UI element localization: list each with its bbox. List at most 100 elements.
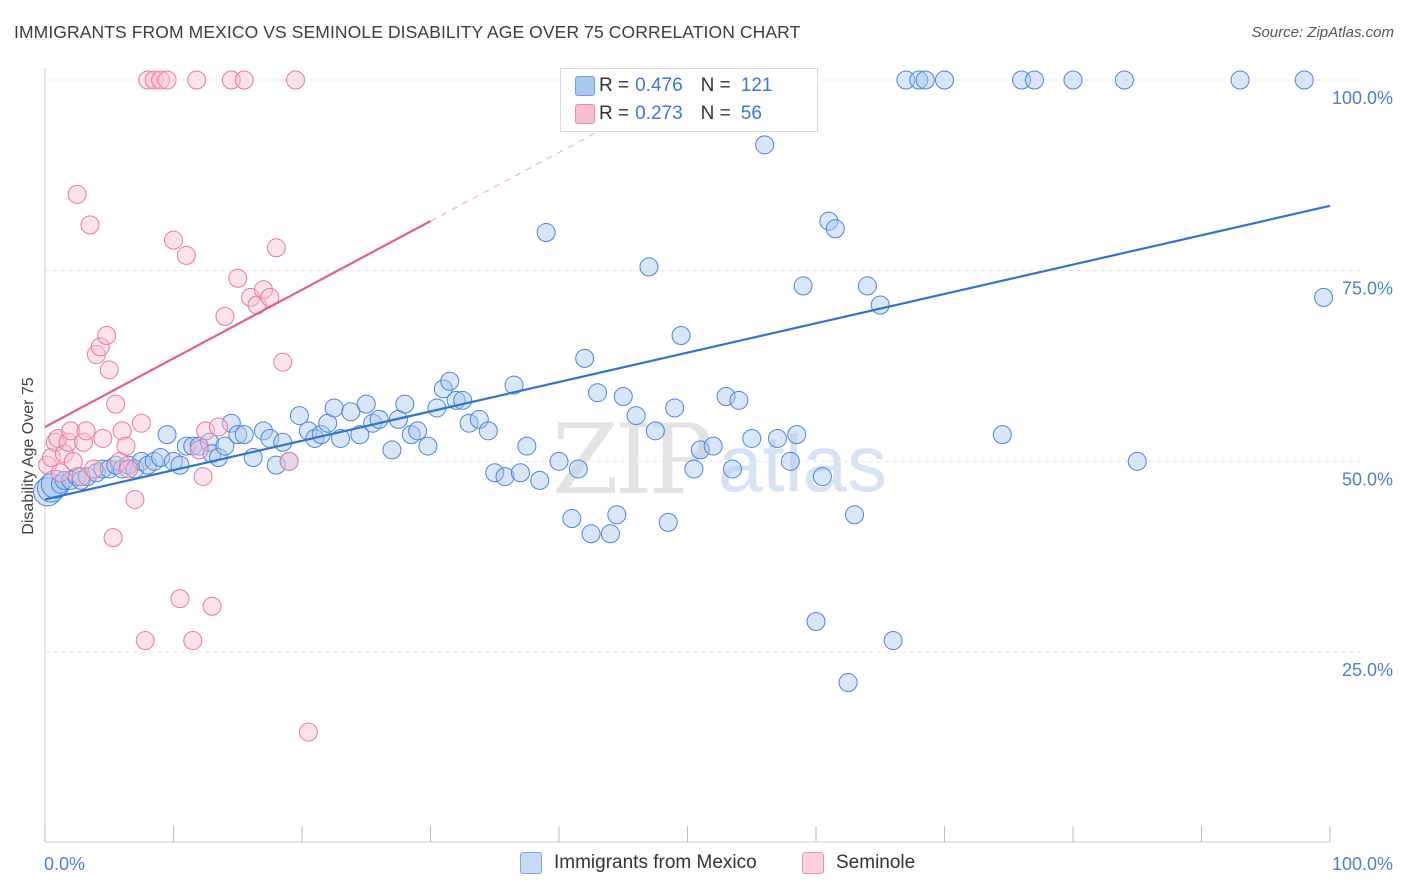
point-mexico [1294, 70, 1314, 90]
point-mexico [607, 505, 627, 525]
point-mexico [870, 295, 890, 315]
point-seminole [61, 421, 81, 441]
point-seminole [187, 70, 207, 90]
point-mexico [504, 375, 524, 395]
point-mexico [433, 379, 453, 399]
point-mexico [825, 219, 845, 239]
point-mexico [33, 477, 63, 507]
point-seminole [164, 230, 183, 250]
point-mexico [639, 257, 659, 277]
point-mexico [588, 383, 608, 403]
series-immigrants-from-mexico [33, 70, 1334, 693]
point-seminole [80, 215, 100, 235]
point-seminole [196, 421, 216, 441]
point-mexico [395, 394, 415, 414]
point-mexico [1230, 70, 1250, 90]
point-seminole [84, 459, 104, 479]
point-seminole [131, 413, 151, 433]
point-mexico [838, 673, 858, 693]
point-mexico [1063, 70, 1083, 90]
point-seminole [50, 463, 70, 483]
point-mexico [453, 390, 473, 410]
point-mexico [915, 70, 935, 90]
point-mexico [324, 398, 344, 418]
point-seminole [119, 459, 139, 479]
point-mexico [935, 70, 954, 90]
legend-swatch-seminole [575, 104, 595, 124]
point-mexico [645, 421, 665, 441]
point-seminole [234, 70, 254, 90]
point-seminole [193, 467, 213, 487]
legend-swatch-mexico [575, 76, 595, 96]
point-mexico [289, 406, 309, 426]
legend-item-seminole: Seminole [802, 852, 915, 874]
point-mexico [418, 436, 438, 456]
point-mexico [151, 448, 171, 468]
point-seminole [135, 631, 155, 651]
point-mexico [1024, 70, 1044, 90]
point-mexico [1127, 451, 1147, 471]
point-mexico [253, 421, 273, 441]
point-seminole [176, 245, 196, 265]
legend-r-value: 0.273 [635, 103, 683, 124]
point-seminole [112, 421, 132, 441]
point-mexico [671, 325, 691, 345]
point-seminole [99, 360, 119, 380]
point-mexico [266, 455, 286, 475]
point-mexico [221, 413, 241, 433]
point-mexico [626, 406, 646, 426]
point-mexico [562, 509, 582, 529]
x-tick-label-min: 0.0% [44, 854, 85, 874]
point-mexico [170, 455, 190, 475]
point-seminole [125, 489, 145, 509]
point-mexico [613, 387, 633, 407]
legend-r-label: R = [599, 103, 630, 124]
legend-swatch-mexico [520, 852, 542, 874]
point-mexico [273, 432, 293, 452]
legend-row-seminole: R = 0.273 N = 56 [575, 101, 762, 127]
point-seminole [215, 306, 235, 326]
point-mexico [665, 398, 685, 418]
point-mexico [992, 425, 1012, 445]
trend-line-seminole [44, 220, 432, 428]
source-credit: Source: ZipAtlas.com [1251, 24, 1394, 41]
point-mexico [812, 467, 832, 487]
legend-r-label: R = [599, 75, 630, 96]
point-mexico [600, 524, 620, 544]
point-mexico [793, 276, 813, 296]
legend-row-mexico: R = 0.476 N = 121 [575, 73, 772, 99]
point-mexico [722, 459, 742, 479]
point-mexico [228, 425, 248, 445]
point-mexico [549, 451, 569, 471]
y-tick-label: 50.0% [1342, 469, 1393, 489]
point-mexico [575, 348, 595, 368]
point-mexico [883, 631, 903, 651]
point-mexico [729, 390, 749, 410]
point-seminole [189, 440, 209, 460]
axes [44, 68, 1331, 843]
point-mexico [690, 440, 710, 460]
point-seminole [106, 394, 126, 414]
point-seminole [103, 528, 123, 548]
point-mexico [350, 425, 370, 445]
point-seminole [266, 238, 286, 258]
grid-lines [45, 79, 1365, 653]
point-mexico [478, 421, 498, 441]
y-tick-label: 75.0% [1342, 279, 1393, 299]
point-seminole [208, 417, 228, 437]
point-seminole [202, 596, 222, 616]
point-mexico [485, 463, 505, 483]
legend-item-mexico: Immigrants from Mexico [520, 852, 757, 874]
point-seminole [67, 184, 87, 204]
point-seminole [157, 70, 177, 90]
point-mexico [780, 451, 800, 471]
point-seminole [273, 352, 293, 372]
point-seminole [183, 631, 203, 651]
point-mexico [568, 459, 588, 479]
series-seminole [38, 70, 318, 742]
legend-label-seminole: Seminole [836, 852, 916, 873]
point-seminole [286, 70, 306, 90]
point-mexico [819, 211, 839, 231]
point-mexico [755, 135, 775, 155]
